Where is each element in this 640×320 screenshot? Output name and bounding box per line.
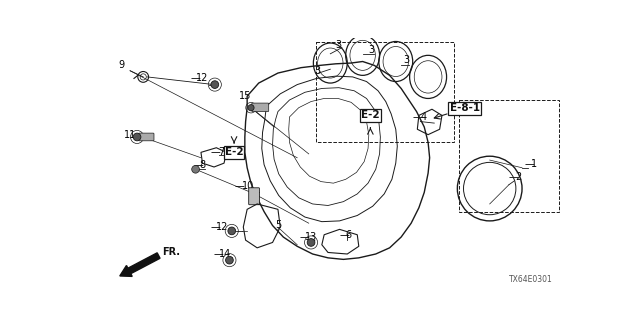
Text: E-2: E-2 — [225, 147, 243, 157]
Text: 3: 3 — [314, 66, 320, 76]
Text: 4: 4 — [420, 112, 426, 122]
Circle shape — [133, 133, 141, 141]
Text: 1: 1 — [531, 159, 536, 169]
Circle shape — [248, 105, 254, 111]
Text: 14: 14 — [219, 249, 231, 259]
Text: 12: 12 — [196, 73, 208, 84]
Text: —: — — [213, 249, 223, 259]
Text: 12: 12 — [216, 222, 228, 232]
Circle shape — [192, 165, 200, 173]
Text: 3: 3 — [403, 55, 410, 65]
Text: 11: 11 — [124, 130, 136, 140]
Circle shape — [307, 239, 315, 246]
FancyBboxPatch shape — [360, 109, 381, 122]
FancyBboxPatch shape — [252, 103, 269, 112]
Text: 10: 10 — [242, 181, 254, 191]
Text: TX64E0301: TX64E0301 — [509, 275, 553, 284]
Text: 3: 3 — [336, 40, 342, 50]
FancyBboxPatch shape — [249, 188, 259, 205]
Text: —: — — [300, 232, 309, 242]
Text: —: — — [524, 159, 534, 169]
Text: 13: 13 — [305, 232, 317, 242]
Text: —: — — [340, 230, 349, 240]
Text: 8: 8 — [200, 160, 205, 171]
Text: 7: 7 — [219, 147, 225, 157]
Text: —: — — [234, 181, 244, 191]
Circle shape — [228, 227, 236, 235]
Text: 9: 9 — [118, 60, 125, 70]
Circle shape — [211, 81, 219, 88]
Text: —: — — [193, 160, 203, 171]
Text: 15: 15 — [239, 91, 252, 101]
FancyArrow shape — [120, 253, 160, 276]
Text: —: — — [211, 222, 221, 232]
FancyBboxPatch shape — [139, 133, 154, 141]
Text: —: — — [509, 172, 518, 182]
Bar — [459, 100, 559, 212]
Text: E-2: E-2 — [361, 110, 380, 120]
Bar — [316, 42, 454, 142]
FancyBboxPatch shape — [224, 146, 244, 159]
Text: —: — — [191, 73, 201, 84]
Circle shape — [225, 256, 234, 264]
FancyBboxPatch shape — [448, 101, 481, 115]
Text: 5: 5 — [276, 220, 282, 230]
Text: —: — — [211, 147, 221, 157]
Text: E-8-1: E-8-1 — [450, 103, 480, 113]
Text: FR.: FR. — [163, 247, 180, 258]
Text: 2: 2 — [515, 172, 522, 182]
Text: —: — — [413, 112, 422, 122]
Text: 6: 6 — [345, 230, 351, 240]
Text: 3: 3 — [368, 45, 374, 55]
